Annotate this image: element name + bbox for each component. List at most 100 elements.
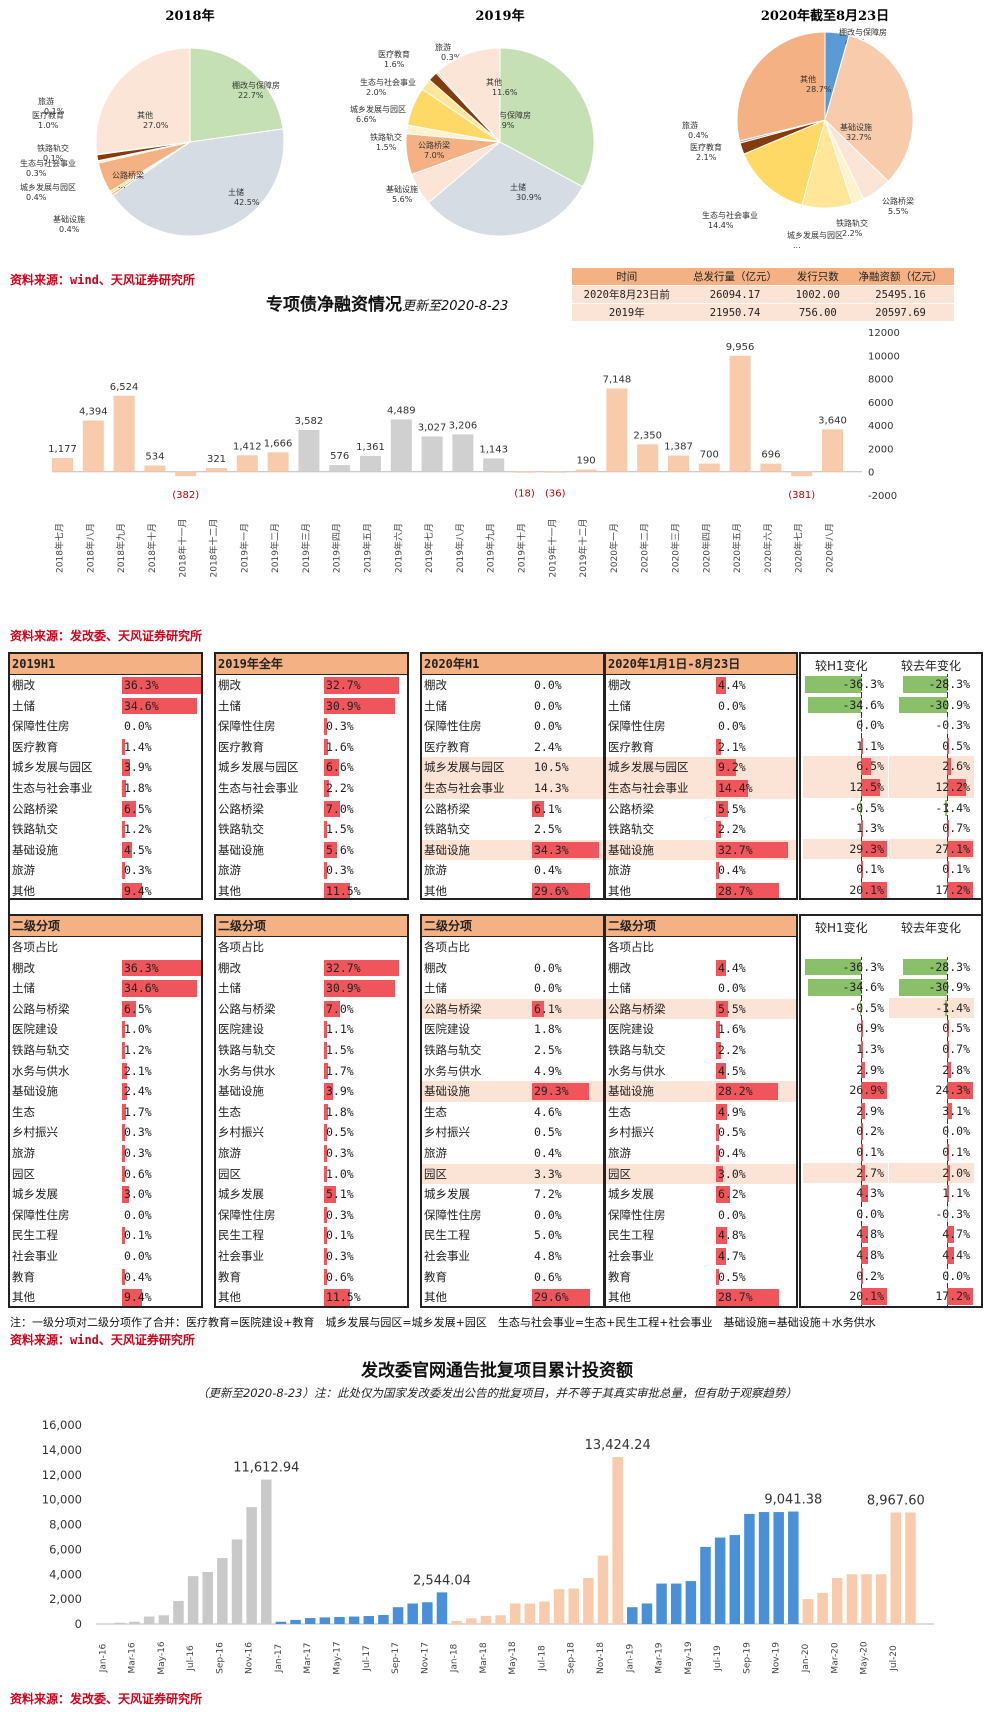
summary-header-cell: 总发行量（亿元） — [681, 268, 789, 286]
share-value-cell: 0.0% — [122, 1246, 201, 1267]
net-x-tick: 2019年五月 — [362, 523, 374, 573]
share-item-label: 棚改 — [424, 960, 447, 975]
summary-header-cell: 发行只数 — [788, 268, 848, 286]
change-pos-bar — [947, 840, 973, 858]
share-row: 社会事业 0.0% — [10, 1246, 201, 1267]
net-bar — [298, 430, 320, 472]
share-bar — [122, 1021, 125, 1038]
pie-slice-label: 铁路轨交 0.1% — [37, 143, 69, 163]
share-value: 2.2% — [718, 822, 746, 837]
net-x-tick: 2020年一月 — [608, 523, 620, 573]
share-item-label: 社会事业 — [218, 1248, 264, 1263]
change-zero-line — [947, 1121, 948, 1142]
share-item-label: 公路与桥梁 — [424, 1001, 482, 1016]
share-value-cell: 29.3% — [532, 1081, 603, 1102]
share-row: 教育 0.6% — [422, 1267, 603, 1288]
inv-bar — [231, 1539, 243, 1624]
share-item-label: 教育 — [218, 1269, 241, 1284]
share-bar — [532, 800, 544, 818]
share-bar — [122, 697, 198, 715]
share-item-label: 铁路与轨交 — [12, 1042, 70, 1057]
share-row: 生态 1.7% — [10, 1102, 201, 1123]
inv-bar — [129, 1621, 140, 1624]
share-row: 旅游 0.3% — [216, 1143, 407, 1164]
share-value-cell: 6.1% — [532, 799, 603, 820]
share-item-label: 社会事业 — [608, 1248, 654, 1263]
share-bar — [532, 1289, 590, 1306]
change-cell: 0.0% — [889, 1121, 974, 1142]
change-value: 2.9% — [856, 1103, 884, 1118]
change-row: 26.9% 24.3% — [801, 1080, 981, 1101]
share-value: 28.2% — [718, 1084, 753, 1099]
share-row: 棚改 36.3% — [10, 958, 201, 979]
change-value: 17.2% — [935, 882, 970, 897]
share-item-label: 棚改 — [424, 678, 447, 692]
share-item-label: 棚改 — [218, 960, 241, 975]
share-value-cell: 10.5% — [532, 757, 603, 778]
share-value-cell: 4.9% — [716, 1102, 796, 1123]
share-value: 0.3% — [124, 863, 152, 878]
share-value-cell: 2.1% — [122, 1061, 201, 1082]
share-item-label: 社会事业 — [12, 1248, 58, 1263]
summary-cell: 26094.17 — [681, 285, 789, 304]
pie-slice-label: 基础设施 0.4% — [53, 214, 85, 234]
share-item-label: 城乡发展 — [608, 1187, 654, 1202]
share-table-subheader: 各项占比 — [422, 937, 603, 958]
share-item-label: 公路桥梁 — [218, 801, 264, 816]
change-pos-bar — [861, 1246, 869, 1264]
share-value-cell: 32.7% — [324, 675, 407, 696]
share-item-label: 棚改 — [608, 960, 631, 975]
share-table-header: 二级分项 — [606, 916, 796, 937]
net-x-tick: 2019年十一月 — [546, 519, 558, 578]
inv-bar — [758, 1512, 770, 1624]
share-item-label: 保障性住房 — [424, 719, 482, 734]
share-bar — [122, 1227, 125, 1244]
share-item-label: 教育 — [424, 1269, 447, 1284]
share-sub-label: 各项占比 — [218, 940, 264, 954]
share-bar — [122, 1041, 125, 1059]
share-value: 0.0% — [534, 698, 562, 713]
change-cell: 2.7% — [803, 1162, 888, 1184]
change-value: 26.9% — [849, 1083, 884, 1098]
share-value: 3.9% — [326, 1084, 354, 1099]
net-bar — [452, 434, 474, 472]
net-y-tick: 2000 — [868, 444, 893, 455]
share-value: 9.4% — [124, 883, 152, 898]
pie-slice-label: 其他 27.0% — [137, 110, 169, 130]
share-row: 生态 4.6% — [422, 1102, 603, 1123]
share-table: 二级分项 各项占比 棚改 0.0% 土储 0.0% 公路与桥梁 6.1% 医院建设 1.8% 铁路与… — [420, 914, 605, 1308]
share-row: 土储 0.0% — [422, 978, 603, 999]
inv-bar — [817, 1592, 828, 1624]
change-zero-line — [947, 977, 948, 998]
pie-slice-label: 棚改与保障房 22.7% — [232, 80, 280, 100]
share-value-cell: 1.7% — [324, 1061, 407, 1082]
change-pos-bar — [861, 1020, 863, 1037]
share-value-cell: 0.3% — [324, 716, 407, 737]
share-bar — [122, 821, 125, 838]
pie-title: 2018年 — [165, 8, 214, 24]
change-pos-bar — [861, 1267, 863, 1285]
investment-chart-title: 发改委官网通告批复项目累计投资额 — [361, 1361, 633, 1381]
share-value: 0.0% — [534, 981, 562, 996]
share-row: 水务与供水 4.5% — [606, 1061, 796, 1082]
share-item-label: 园区 — [608, 1166, 631, 1181]
share-value-cell: 0.5% — [716, 1267, 796, 1288]
change-neg-bar — [860, 999, 861, 1017]
share-value-cell: 5.5% — [716, 999, 796, 1020]
share-bar — [716, 1041, 721, 1059]
share-row: 基础设施 32.7% — [606, 839, 796, 861]
net-bar — [514, 471, 535, 473]
share-value: 1.8% — [124, 780, 152, 795]
share-sub-label: 各项占比 — [12, 940, 58, 954]
change-value: 1.1% — [856, 738, 884, 753]
change-value: -0.5% — [849, 800, 884, 815]
share-row: 土储 34.6% — [10, 696, 201, 717]
share-item-label: 生态与社会事业 — [608, 780, 689, 795]
net-y-tick: 12000 — [868, 328, 900, 339]
net-bar-label: 2,350 — [633, 430, 662, 441]
inv-bar — [158, 1615, 170, 1624]
share-table: 二级分项 各项占比 棚改 32.7% 土储 30.9% 公路与桥梁 7.0% 医院建设 1.1% 铁… — [214, 914, 409, 1308]
change-cell: 1.1% — [803, 735, 888, 757]
net-bar — [483, 458, 505, 472]
